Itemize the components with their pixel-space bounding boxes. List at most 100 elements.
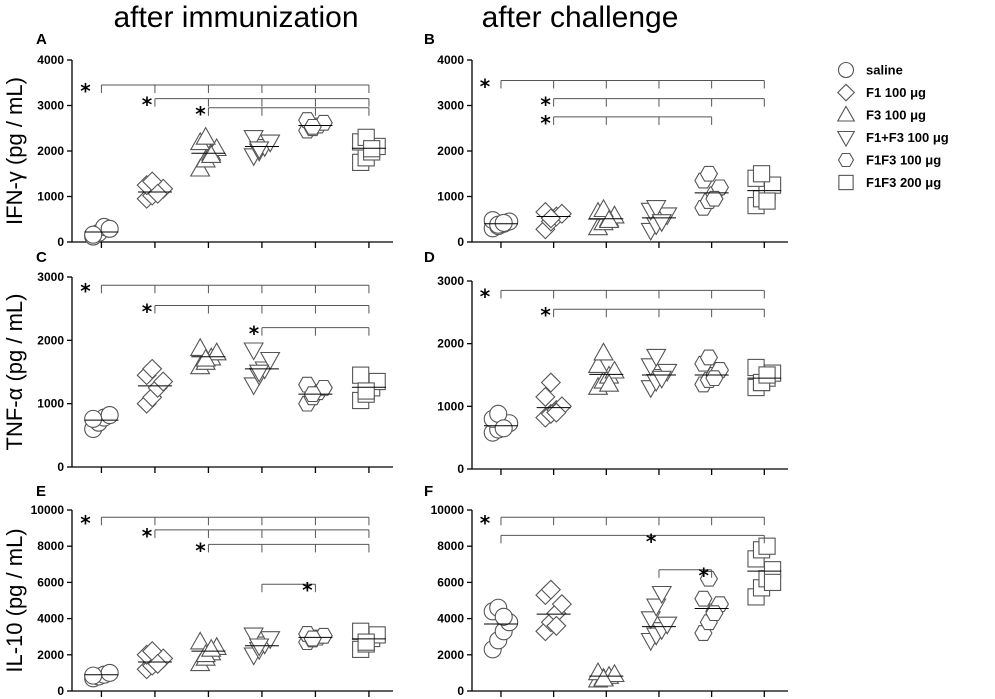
data-point — [243, 342, 264, 361]
data-point — [100, 406, 119, 425]
significance-star: * — [80, 79, 91, 103]
y-tick-label: 1000 — [437, 190, 464, 204]
y-tick-label: 4000 — [37, 612, 64, 626]
y-tick-label: 2000 — [37, 144, 64, 158]
y-tick-label: 0 — [57, 235, 64, 249]
significance-bracket: * — [480, 511, 765, 535]
significance-star: * — [540, 303, 551, 327]
data-point — [699, 165, 719, 182]
significance-bracket: * — [195, 538, 370, 562]
significance-star: * — [80, 511, 91, 535]
data-point — [651, 585, 673, 605]
panel-letter: F — [424, 483, 433, 500]
data-point — [640, 611, 662, 630]
legend-item: F1F3 200 μg — [838, 174, 941, 191]
legend-label: F1 100 μg — [866, 85, 926, 100]
data-point — [84, 666, 103, 685]
y-tick-label: 0 — [57, 460, 64, 474]
significance-star: * — [142, 524, 153, 548]
significance-bracket: * — [195, 102, 370, 126]
y-tick-label: 2000 — [37, 648, 64, 662]
legend-item: F1 100 μg — [837, 83, 926, 102]
data-point — [598, 373, 620, 392]
y-tick-label: 10000 — [31, 503, 65, 517]
data-point — [645, 348, 667, 368]
panel-a: A IFN-γ (pg / mL) 0 1000 2000 3000 4000 * * * — [2, 31, 393, 249]
data-point — [100, 663, 119, 682]
y-tick-label: 6000 — [37, 575, 64, 589]
legend-label: saline — [866, 63, 903, 78]
data-point — [587, 354, 609, 373]
significance-star: * — [142, 93, 153, 117]
significance-bracket: * — [480, 284, 765, 308]
y-tick-label: 1000 — [437, 399, 464, 413]
legend-label: F1F3 200 μg — [866, 175, 941, 190]
panel-f: F 0 2000 4000 6000 8000 10000 * * * — [424, 483, 788, 698]
data-point — [84, 409, 103, 428]
data-point — [494, 213, 513, 232]
legend-label: F1F3 100 μg — [866, 153, 941, 168]
significance-bracket: * — [80, 79, 370, 103]
significance-star: * — [480, 74, 491, 98]
data-point — [189, 631, 211, 650]
panel-letter: E — [36, 483, 46, 500]
y-tick-label: 1000 — [37, 397, 64, 411]
data-point — [494, 419, 513, 438]
data-point — [540, 579, 561, 600]
y-tick-label: 2000 — [37, 333, 64, 347]
y-tick-label: 0 — [457, 235, 464, 249]
data-point — [535, 386, 556, 408]
significance-bracket: * — [80, 511, 370, 535]
panel-d: D 0 1000 2000 3000 * * — [424, 249, 788, 476]
data-point — [705, 190, 724, 207]
data-point — [645, 200, 667, 219]
panel-e: E IL-10 (pg / mL) 0 2000 4000 6000 8000 10000 * *… — [2, 483, 393, 698]
data-point — [243, 627, 264, 646]
panel-letter: B — [424, 31, 435, 48]
significance-star: * — [249, 322, 260, 346]
y-tick-label: 8000 — [437, 539, 464, 553]
significance-bracket: * — [540, 111, 713, 135]
data-point — [243, 130, 264, 149]
panel-c: C TNF-α (pg / mL) 0 1000 2000 3000 * * * — [2, 249, 393, 474]
data-point — [248, 638, 270, 657]
y-tick-label: 4000 — [437, 612, 464, 626]
data-point — [303, 630, 322, 647]
data-point — [540, 372, 561, 393]
legend: saline F1 100 μg F3 100 μg F1+F3 100 μg F1F3… — [836, 61, 949, 191]
legend-marker — [837, 83, 856, 102]
y-tick-label: 2000 — [437, 337, 464, 351]
significance-star: * — [480, 284, 491, 308]
data-point — [752, 165, 771, 183]
data-point — [259, 351, 281, 371]
significance-bracket: * — [261, 578, 316, 602]
data-point — [352, 366, 370, 384]
y-tick-label: 10000 — [431, 503, 465, 517]
y-tick-label: 2000 — [437, 648, 464, 662]
significance-star: * — [195, 102, 206, 126]
legend-label: F3 100 μg — [866, 108, 926, 123]
significance-star: * — [480, 511, 491, 535]
legend-marker — [836, 105, 856, 122]
column-title-immunization: after immunization — [113, 1, 358, 34]
data-point — [645, 598, 667, 617]
data-point — [195, 126, 216, 145]
data-point — [142, 358, 163, 379]
y-tick-label: 2000 — [437, 144, 464, 158]
y-tick-label: 0 — [457, 684, 464, 698]
y-tick-label: 3000 — [37, 99, 64, 113]
data-point — [147, 653, 168, 674]
legend-label: F1+F3 100 μg — [866, 130, 949, 145]
y-axis-label: TNF-α (pg / mL) — [2, 294, 27, 451]
significance-bracket: * — [540, 303, 765, 327]
significance-bracket: * — [80, 279, 370, 303]
data-point — [494, 607, 513, 626]
y-tick-label: 1000 — [37, 190, 64, 204]
data-point — [540, 208, 561, 229]
data-point — [604, 663, 625, 683]
data-point — [357, 633, 375, 651]
y-tick-label: 8000 — [37, 539, 64, 553]
data-point — [84, 225, 103, 244]
